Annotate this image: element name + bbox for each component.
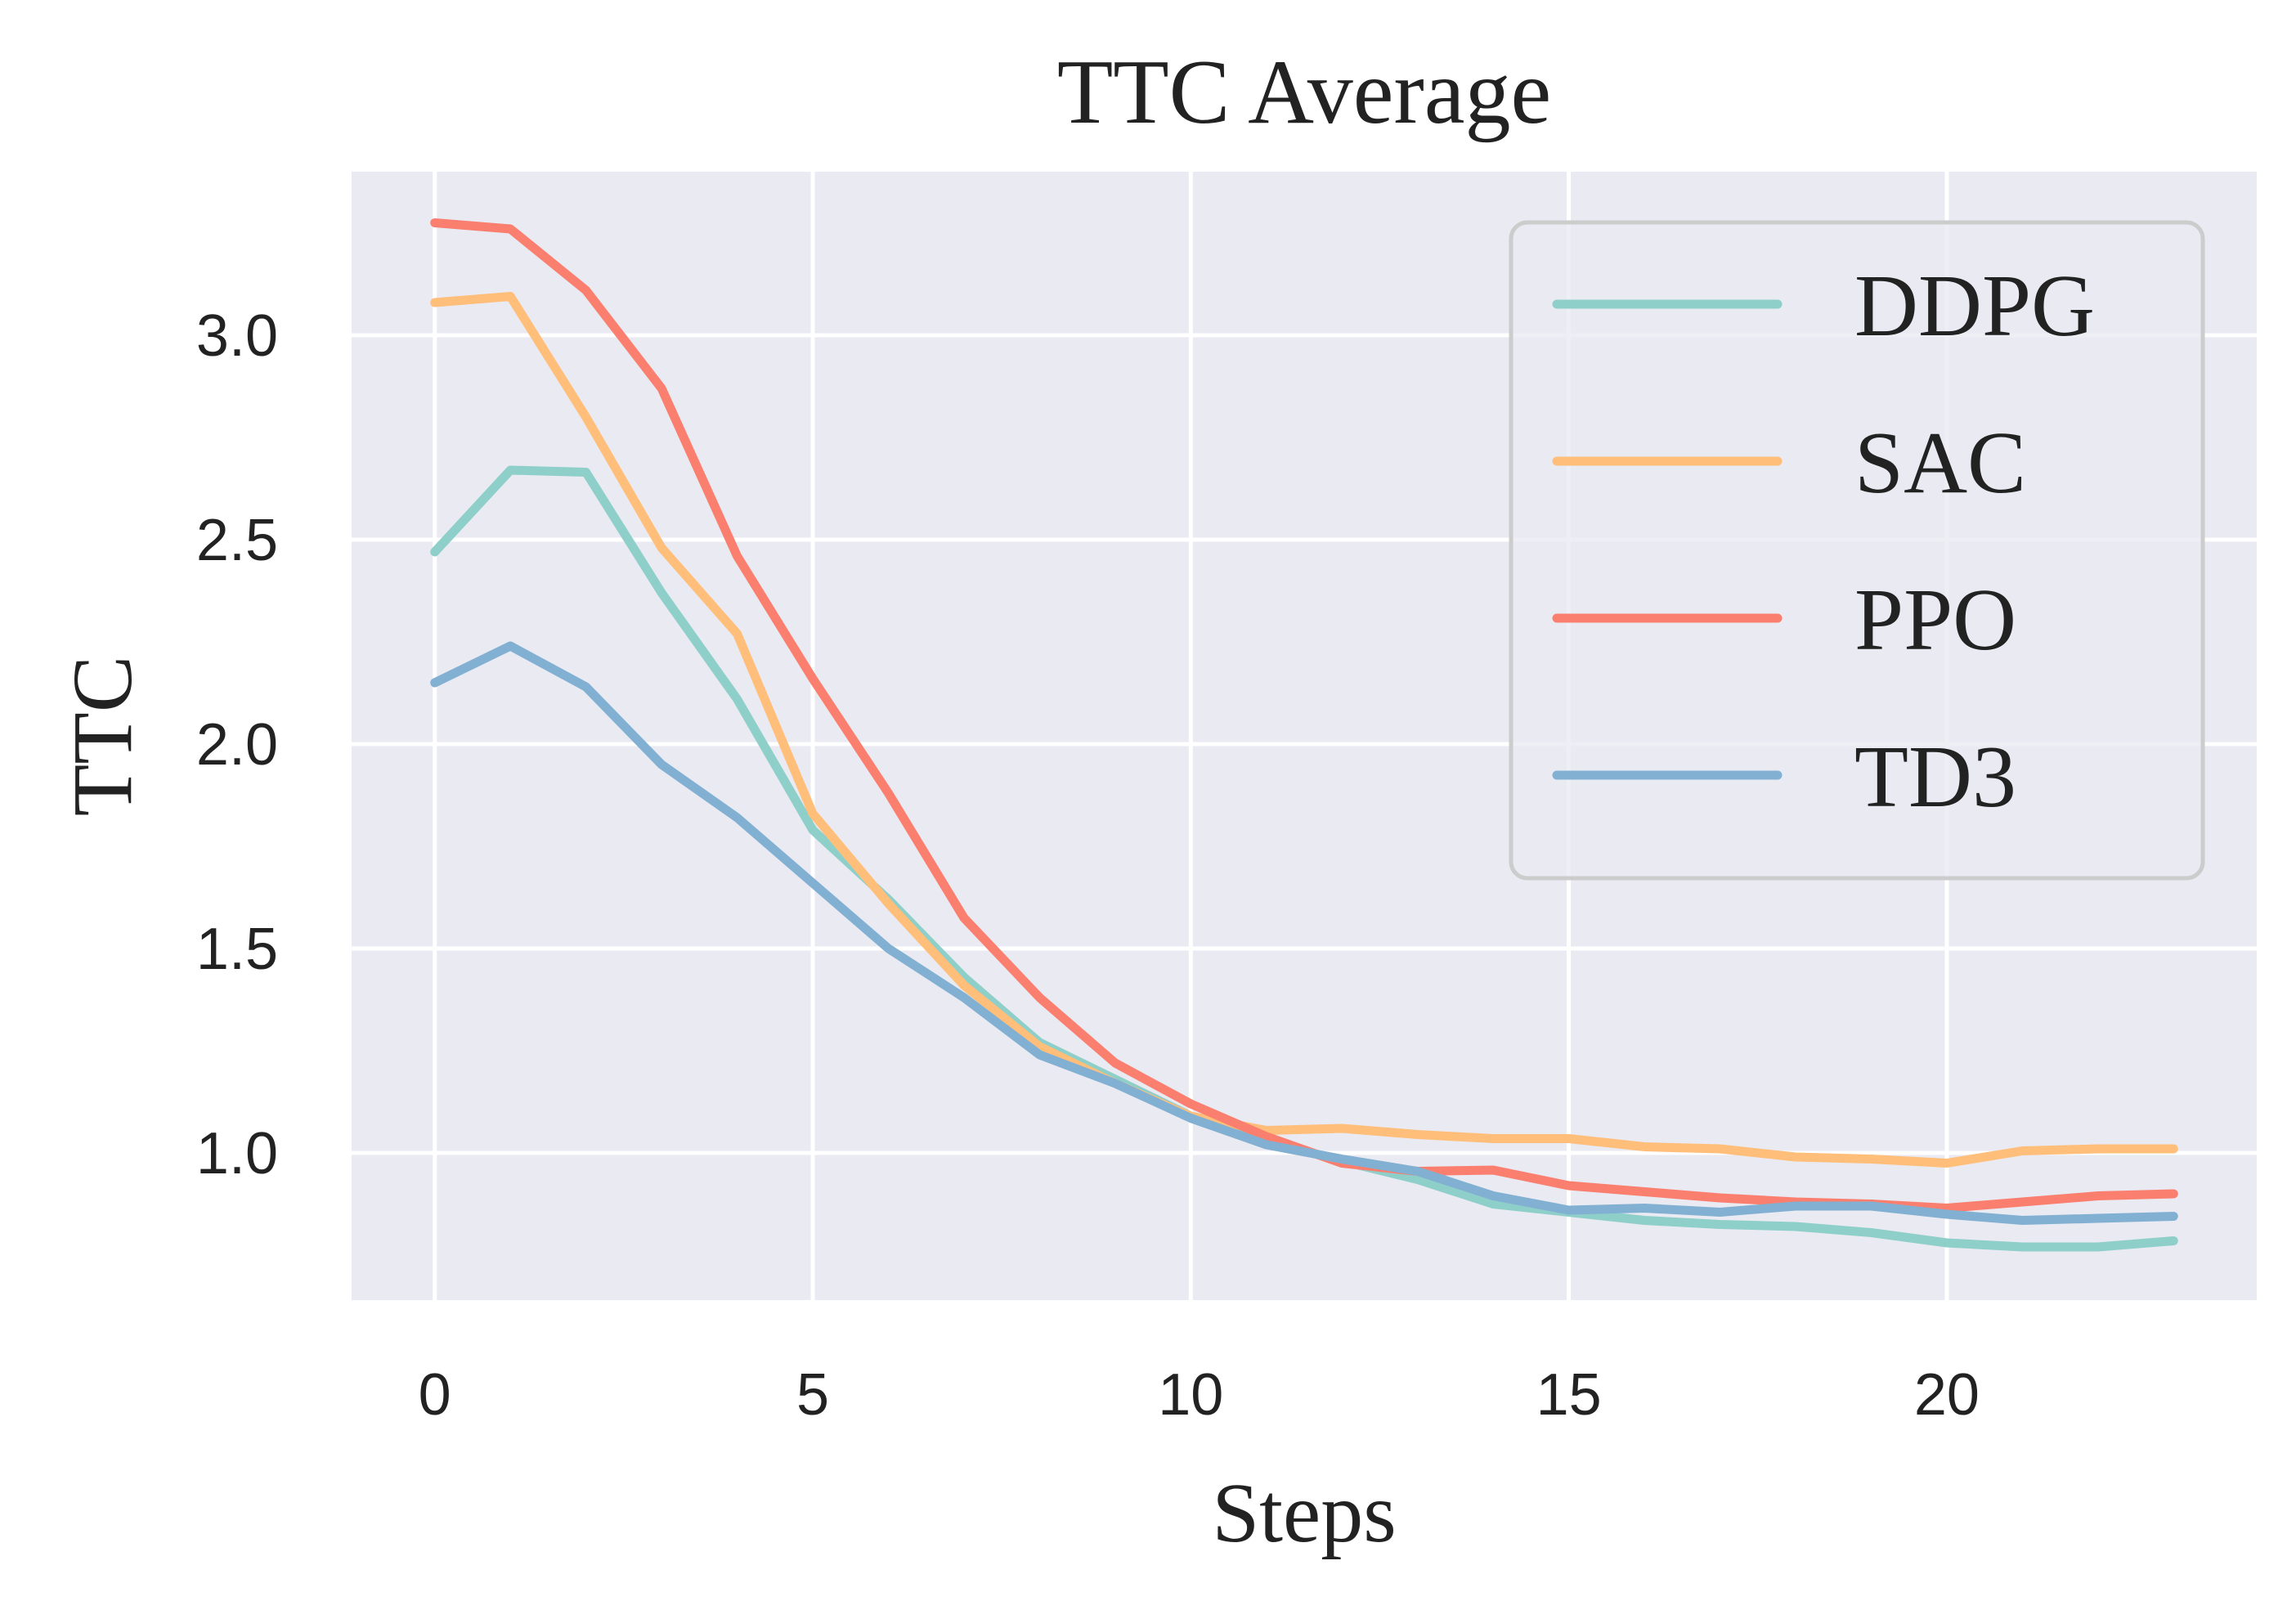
y-tick-label: 1.0 [196,1121,278,1186]
x-tick-label: 20 [1914,1362,1980,1428]
y-axis-label: TTC [56,656,150,816]
chart-title: TTC Average [1057,42,1551,143]
legend-box [1509,220,2205,881]
series-line-sac [430,292,2178,1168]
x-tick-label: 0 [419,1362,451,1428]
tick-labels: 0 5 10 15 20 1.0 1.5 2.0 2.5 3.0 [196,303,1980,1428]
x-axis-label: Steps [1212,1466,1396,1560]
legend-label-td3: TD3 [1854,729,2016,826]
series-lines [430,218,2178,1252]
legend-label-ppo: PPO [1854,572,2016,669]
x-tick-label: 10 [1158,1362,1223,1428]
series-line-td3 [430,641,2178,1225]
y-tick-label: 1.5 [196,917,278,982]
legend-items: DDPG SAC PPO TD3 [1552,258,2095,826]
legend: DDPG SAC PPO TD3 [1509,220,2205,881]
y-tick-label: 2.5 [196,508,278,573]
x-tick-label: 15 [1536,1362,1602,1428]
legend-label-sac: SAC [1854,415,2026,512]
legend-label-ddpg: DDPG [1854,258,2095,355]
y-tick-label: 3.0 [196,303,278,369]
y-tick-label: 2.0 [196,712,278,778]
x-tick-label: 5 [796,1362,829,1428]
